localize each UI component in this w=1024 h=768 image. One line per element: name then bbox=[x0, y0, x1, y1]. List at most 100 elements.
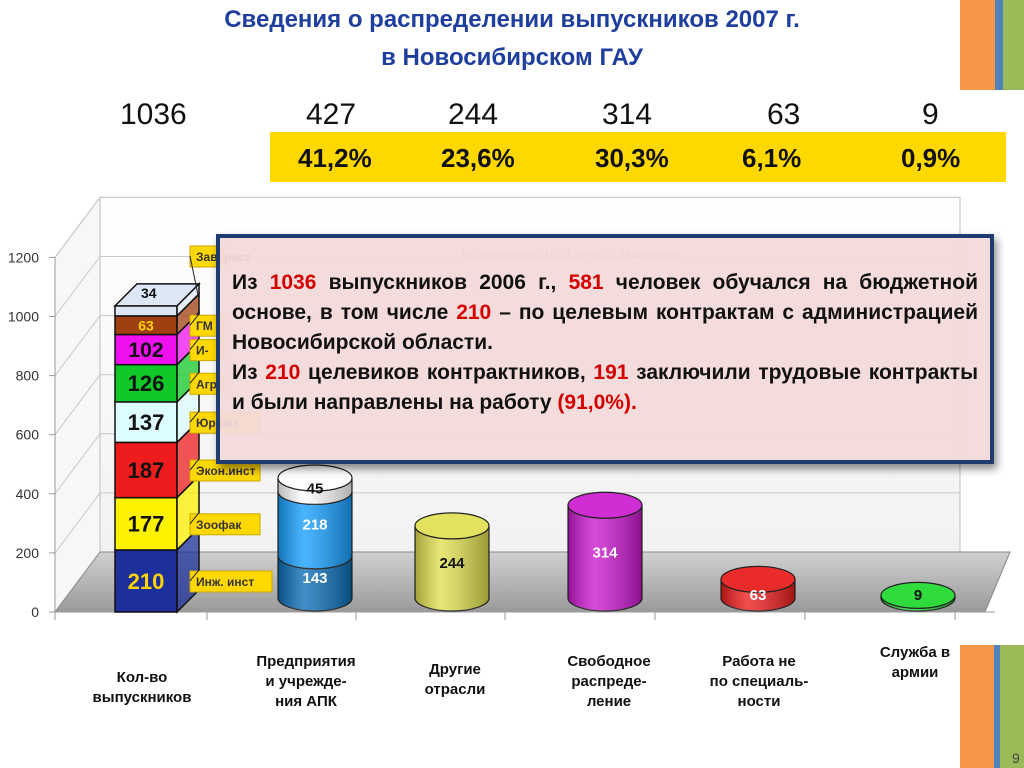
cylinder-value-label: 63 bbox=[750, 587, 767, 604]
cylinder-shading bbox=[278, 491, 352, 569]
y-tick-label: 600 bbox=[16, 427, 40, 443]
category-line: распреде- bbox=[571, 673, 647, 690]
category-free-distribution: Свободное распреде-ление bbox=[544, 652, 674, 712]
total-not-by-specialty: 63 bbox=[767, 98, 801, 131]
category-line: и учрежде- bbox=[265, 673, 347, 690]
cylinder-shading bbox=[721, 579, 795, 611]
cylinder-top bbox=[277, 464, 353, 492]
percent-free-distribution: 30,3% bbox=[595, 143, 669, 173]
stack-segment-front bbox=[114, 441, 178, 499]
y-tick-label: 200 bbox=[16, 545, 40, 561]
note-value: 191 bbox=[593, 361, 629, 384]
category-line: Предприятия bbox=[256, 653, 356, 670]
stack-value-label: 137 bbox=[128, 410, 165, 435]
note-value: 1036 bbox=[269, 271, 317, 294]
percent-not-by-specialty: 6,1% bbox=[742, 143, 802, 173]
category-line: Кол-во bbox=[116, 669, 168, 686]
graduates-note: Из 1036 выпускников 2006 г., 581 человек… bbox=[216, 234, 994, 464]
stack-legend-text: Зоофак bbox=[196, 518, 242, 532]
percent-other-sectors: 23,6% bbox=[441, 143, 515, 173]
decor-blue-bar-bottom bbox=[994, 645, 1000, 768]
category-line: ния АПК bbox=[275, 693, 337, 710]
gridline bbox=[54, 492, 960, 554]
category-line: по специаль- bbox=[709, 673, 809, 690]
stack-legend-leader bbox=[189, 569, 200, 582]
stack-segment-front bbox=[114, 401, 178, 444]
stack-value-label: 210 bbox=[128, 569, 165, 594]
category-apk: Предприятия и учрежде-ния АПК bbox=[242, 652, 370, 712]
decor-green-bar-bottom bbox=[1000, 645, 1024, 768]
stack-value-label: 102 bbox=[128, 339, 163, 362]
y-tick-label: 1200 bbox=[8, 249, 39, 265]
total-other-sectors: 244 bbox=[448, 98, 499, 131]
cylinder-value-label: 218 bbox=[302, 517, 327, 534]
note-value: 210 bbox=[265, 361, 301, 384]
percent-apk: 41,2% bbox=[298, 143, 372, 173]
y-tick-label: 400 bbox=[16, 486, 40, 502]
total-army: 9 bbox=[922, 98, 939, 131]
stack-legend-tag bbox=[189, 570, 273, 593]
decor-orange-bar-top bbox=[960, 0, 1000, 90]
cylinder-value-label: 45 bbox=[307, 480, 324, 497]
stack-value-label: 177 bbox=[128, 512, 165, 537]
total-free-distribution: 314 bbox=[602, 98, 653, 131]
y-tick-label: 1000 bbox=[8, 309, 39, 325]
category-other-sectors: Другие отрасли bbox=[390, 660, 520, 700]
category-line: выпускников bbox=[92, 689, 192, 706]
category-army: Служба в армии bbox=[850, 643, 980, 683]
stack-value-label: 187 bbox=[128, 458, 165, 483]
cylinder-top bbox=[567, 491, 643, 519]
note-text: заключили трудовые контракты и были напр… bbox=[232, 361, 979, 414]
stack-legend-text: И- bbox=[196, 344, 209, 358]
percent-band bbox=[270, 132, 1006, 182]
title-line-2: в Новосибирском ГАУ bbox=[381, 44, 643, 71]
category-line: Служба в bbox=[879, 644, 951, 661]
total-graduates: 1036 bbox=[120, 98, 187, 131]
y-tick-label: 800 bbox=[16, 368, 40, 384]
category-line: ности bbox=[737, 693, 781, 710]
category-not-by-specialty: Работа не по специаль-ности bbox=[694, 652, 824, 712]
category-graduates: Кол-во выпускников bbox=[78, 668, 206, 708]
stack-value-label: 63 bbox=[138, 317, 154, 333]
note-value: (91,0%). bbox=[557, 391, 637, 414]
cylinder-value-label: 9 bbox=[914, 587, 922, 604]
cylinder-value-label: 143 bbox=[302, 570, 327, 587]
note-text: человек обучался на бюджетной основе, в … bbox=[232, 271, 978, 324]
note-value: 210 bbox=[456, 301, 492, 324]
note-paragraph-2: Из 210 целевиков контрактников, 191 закл… bbox=[232, 358, 978, 418]
category-line: армии bbox=[891, 664, 939, 681]
note-text: – по целевым контрактам с администрацией… bbox=[232, 301, 978, 354]
note-text: Из bbox=[232, 271, 270, 294]
category-line: Работа не bbox=[722, 653, 796, 670]
y-tick-label: 0 bbox=[31, 604, 39, 620]
cylinder-top bbox=[414, 512, 490, 540]
cylinder-value-label: 244 bbox=[439, 555, 465, 572]
category-line: ление bbox=[586, 693, 632, 710]
stack-value-label: 126 bbox=[128, 371, 165, 396]
title-line-1: Сведения о распределении выпускников 200… bbox=[224, 6, 800, 33]
stack-segment-top bbox=[113, 283, 201, 307]
cylinder-top bbox=[880, 581, 956, 609]
stack-legend-text: ГМ bbox=[196, 319, 213, 333]
decor-green-bar-top bbox=[1003, 0, 1024, 90]
page-number: 9 bbox=[1012, 750, 1020, 766]
total-apk: 427 bbox=[306, 98, 357, 131]
cylinder-shading bbox=[415, 525, 489, 611]
note-text: целевиков контрактников, bbox=[300, 361, 594, 384]
stack-legend-text: Экон.инст bbox=[196, 464, 256, 478]
note-value: 581 bbox=[568, 271, 604, 294]
stack-legend-leader bbox=[189, 458, 200, 471]
category-line: отрасли bbox=[424, 681, 486, 698]
category-line: Другие bbox=[429, 661, 481, 678]
stack-legend-tag bbox=[189, 513, 261, 536]
cylinder-value-label: 314 bbox=[592, 545, 618, 562]
cylinder-top bbox=[720, 565, 796, 593]
stack-legend-leader bbox=[189, 512, 200, 525]
stack-legend-leader bbox=[189, 338, 200, 350]
decor-blue-bar-top bbox=[995, 0, 1003, 90]
cylinder-shading bbox=[278, 555, 352, 611]
stack-legend-leader bbox=[189, 313, 200, 326]
note-text: Из bbox=[232, 361, 266, 384]
stack-legend-leader bbox=[189, 255, 200, 300]
cylinder-shading bbox=[568, 505, 642, 611]
